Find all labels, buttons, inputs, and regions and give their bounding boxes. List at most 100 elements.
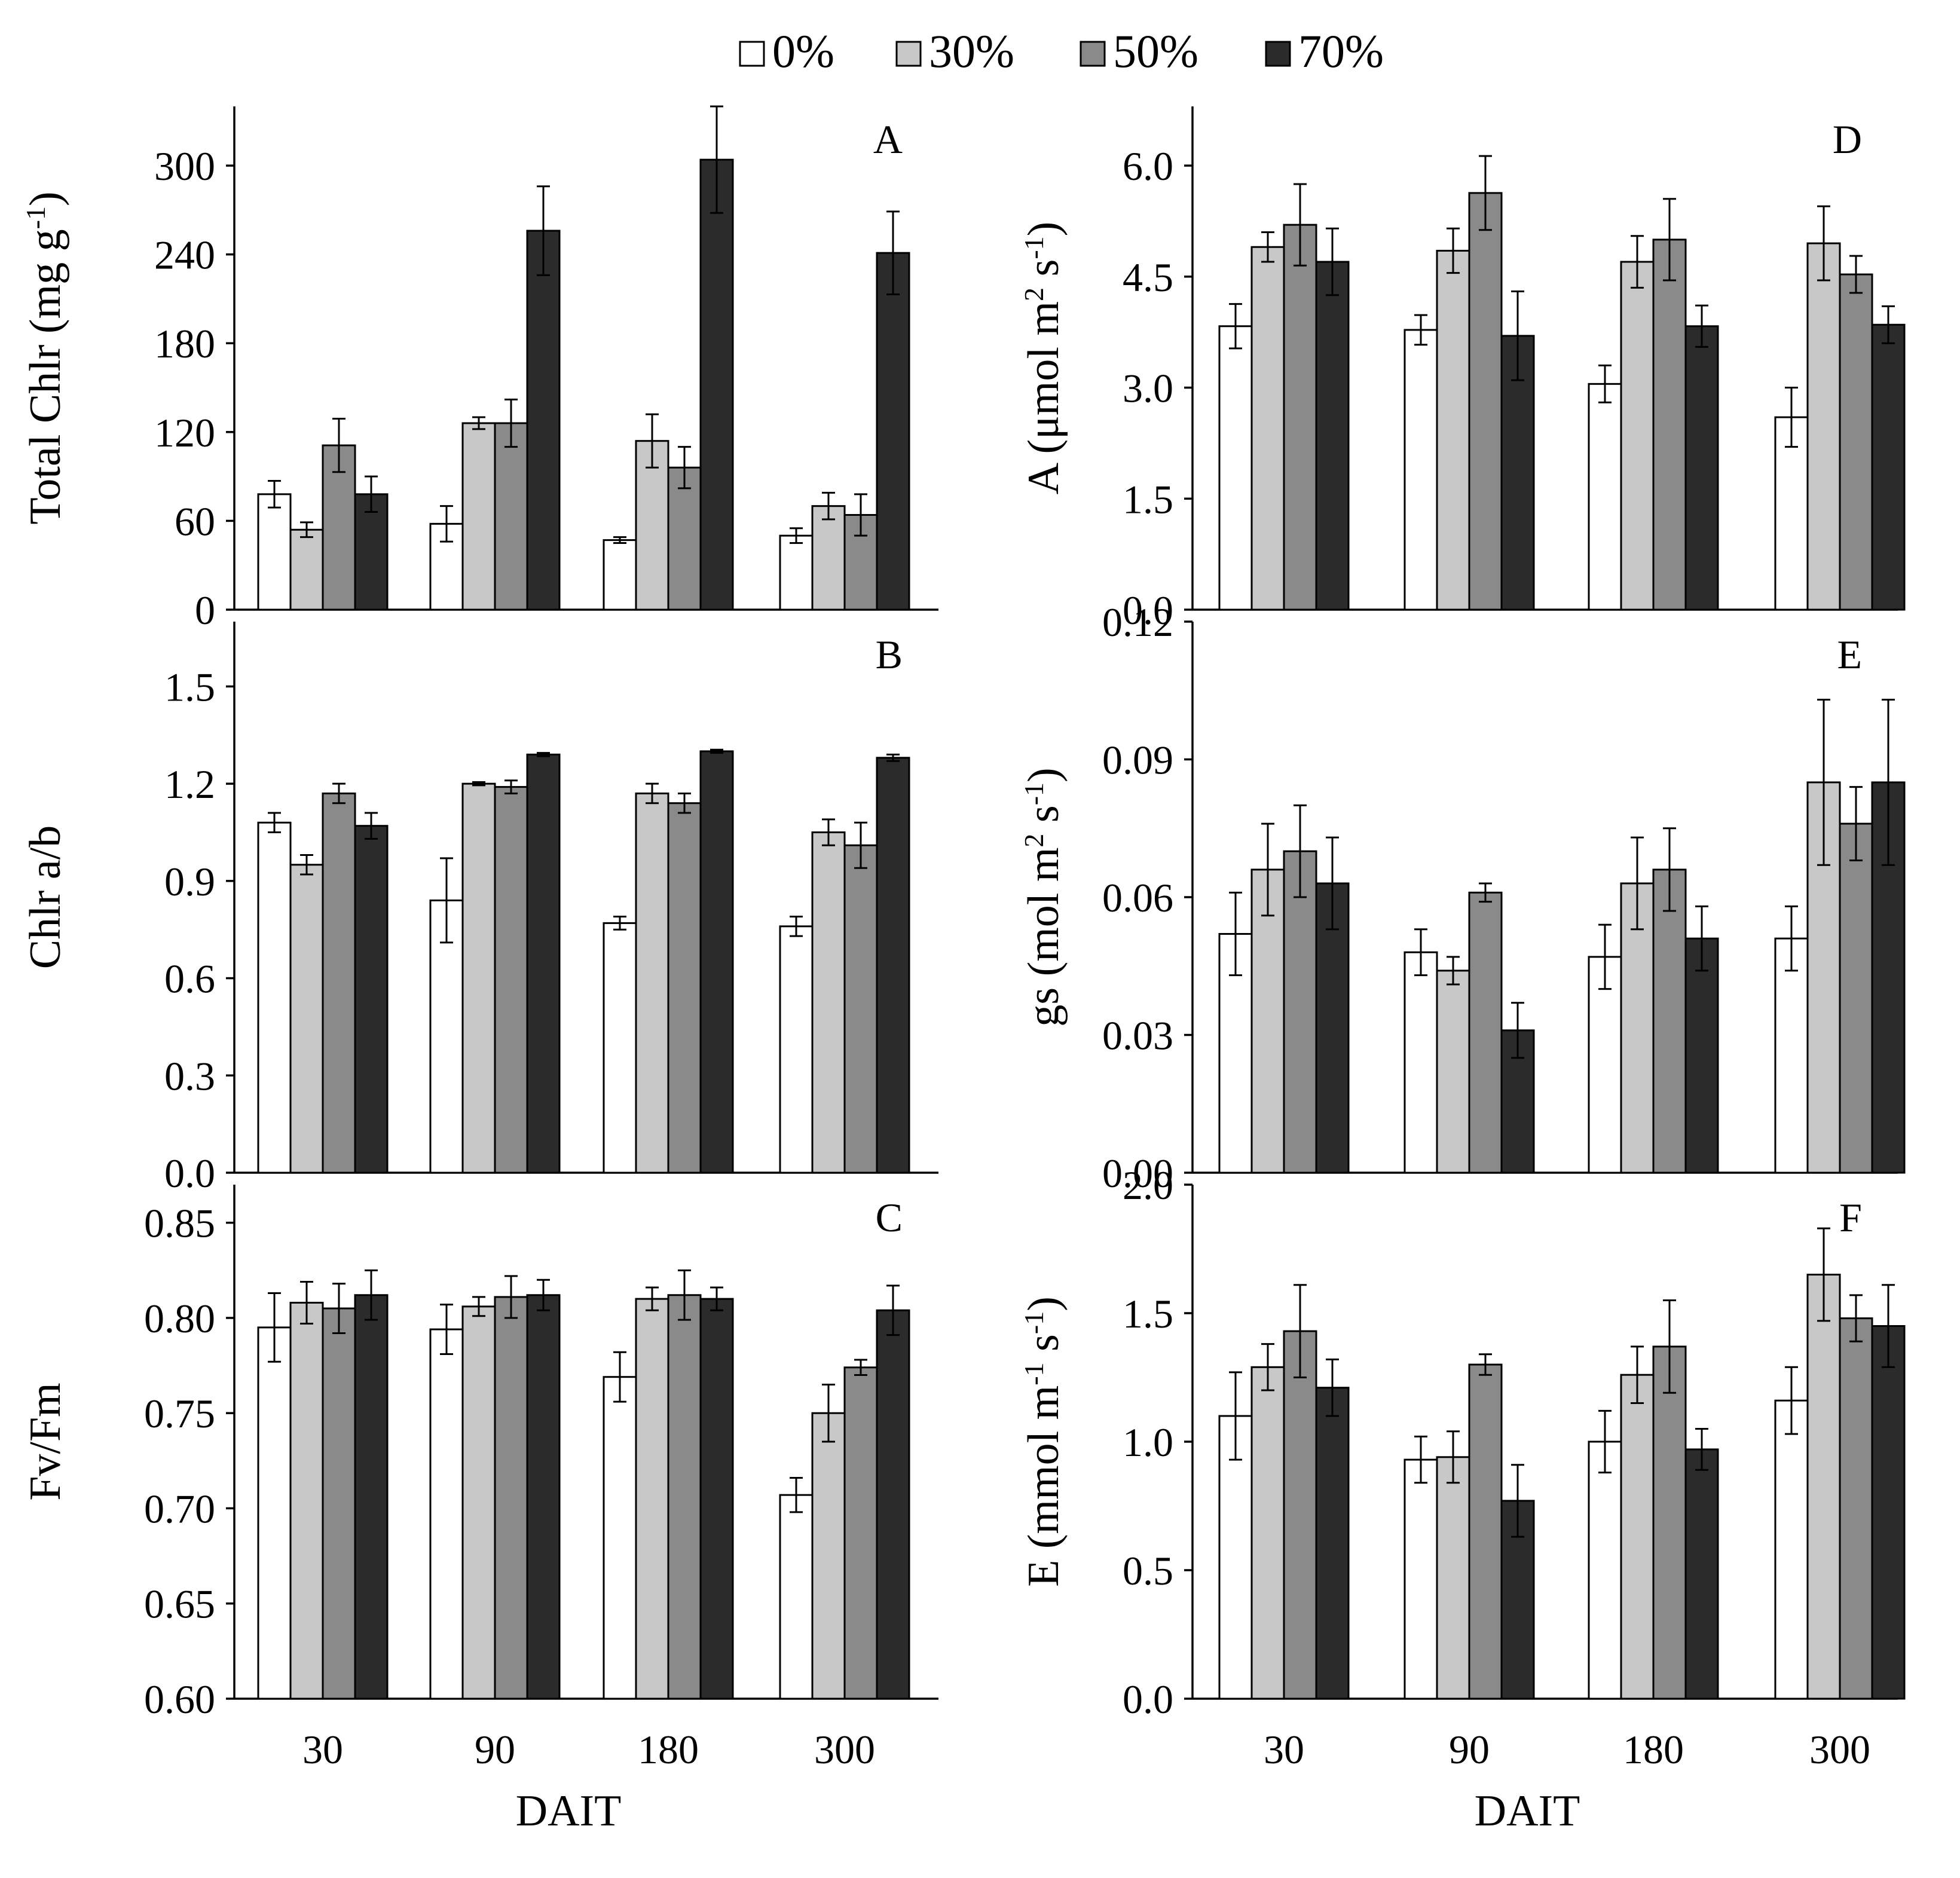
bar-0-180 xyxy=(1588,1440,1622,1700)
bar-50-30 xyxy=(322,1307,356,1700)
y-tick-label: 4.5 xyxy=(1123,255,1173,300)
x-tick-label: 90 xyxy=(475,1727,515,1772)
bar-70-300 xyxy=(876,1309,910,1700)
bar-70-180 xyxy=(1684,937,1719,1174)
y-tick-label: 0.85 xyxy=(144,1201,215,1246)
bar-50-30 xyxy=(322,792,356,1174)
y-tick-label: 0.5 xyxy=(1123,1548,1173,1593)
bar-50-180 xyxy=(667,466,702,611)
bar-0-180 xyxy=(603,1376,637,1700)
y-axis-title: Fv/Fm xyxy=(21,1382,70,1500)
legend-label-70: 70% xyxy=(1298,25,1384,77)
y-tick-label: 0.00 xyxy=(1102,1151,1173,1196)
y-axis-title-part: s xyxy=(1019,259,1068,287)
legend-item-0: 0% xyxy=(739,25,834,77)
bar-70-90 xyxy=(526,230,561,611)
bar-30-300 xyxy=(1806,242,1841,611)
bar-70-300 xyxy=(876,252,910,611)
y-axis-title-part: ) xyxy=(1019,222,1068,237)
y-tick-label: 2.0 xyxy=(1123,1163,1173,1208)
bar-0-300 xyxy=(1774,1399,1809,1700)
legend-swatch-0 xyxy=(739,41,765,67)
y-axis-title-superscript: -1 xyxy=(1019,782,1049,805)
bar-50-90 xyxy=(494,422,528,611)
bar-30-90 xyxy=(461,1305,496,1700)
bar-70-300 xyxy=(876,757,910,1174)
y-tick-label: 0.60 xyxy=(144,1677,215,1722)
bar-0-30 xyxy=(257,821,292,1174)
y-tick-label: 6.0 xyxy=(1123,143,1173,189)
bar-50-300 xyxy=(1839,1317,1873,1700)
panel-f: 0.00.51.01.52.0E (mmol m-1 s-1)F30 90 180 3… xyxy=(1019,1163,1906,1836)
bar-0-90 xyxy=(1404,951,1438,1174)
panel-b: 0.0 0.3 0.6 0.9 1.2 1.5 Chlr a/b B xyxy=(21,622,938,1196)
y-axis-title: Total Chlr (mg g-1) xyxy=(20,191,71,524)
legend-item-30: 30% xyxy=(895,25,1014,77)
y-axis-title-part: ) xyxy=(1019,1296,1068,1311)
x-tick-label: 30 xyxy=(302,1727,343,1772)
y-tick-label: 1.5 xyxy=(1123,1291,1173,1336)
bar-70-30 xyxy=(1315,882,1350,1174)
bar-70-30 xyxy=(1315,261,1350,611)
bar-30-90 xyxy=(1436,969,1470,1174)
y-tick-label: 0.65 xyxy=(144,1582,215,1627)
panel-letter: E xyxy=(1837,632,1862,677)
y-axis-title: Chlr a/b xyxy=(21,825,70,969)
bar-0-180 xyxy=(603,922,637,1174)
bar-50-300 xyxy=(1839,822,1873,1174)
y-tick-label: 1.5 xyxy=(1123,476,1173,522)
y-tick-label: 0.0 xyxy=(1123,1677,1173,1722)
bar-70-180 xyxy=(699,750,734,1174)
y-tick-label: 240 xyxy=(154,233,215,278)
bar-50-180 xyxy=(1652,238,1687,611)
y-axis-title-part: s xyxy=(1019,805,1068,833)
bar-70-30 xyxy=(354,825,389,1174)
bar-70-90 xyxy=(526,753,561,1174)
x-tick-label: 180 xyxy=(638,1727,699,1772)
legend-label-0: 0% xyxy=(772,25,834,77)
bar-0-90 xyxy=(429,899,464,1174)
bar-30-180 xyxy=(1620,882,1655,1174)
bar-70-30 xyxy=(354,1294,389,1700)
panel-letter: A xyxy=(873,117,903,162)
x-tick-label: 90 xyxy=(1449,1727,1490,1772)
bar-0-300 xyxy=(1774,416,1809,611)
bar-50-300 xyxy=(843,844,878,1174)
y-tick-label: 0.9 xyxy=(164,859,215,904)
bar-30-300 xyxy=(811,1412,846,1700)
panel-letter: C xyxy=(876,1195,903,1240)
panel-letter: D xyxy=(1833,117,1862,162)
legend-swatch-50 xyxy=(1080,41,1106,67)
bar-30-30 xyxy=(289,528,324,611)
bar-0-180 xyxy=(603,539,637,611)
x-axis-title: DAIT xyxy=(516,1787,622,1836)
y-axis-title-superscript: 2 xyxy=(1019,287,1049,301)
y-axis-title-superscript: -1 xyxy=(20,206,51,229)
bar-0-90 xyxy=(429,1328,464,1700)
bar-30-30 xyxy=(1250,1366,1285,1700)
y-tick-label: 180 xyxy=(154,321,215,366)
bar-50-30 xyxy=(1283,850,1317,1174)
legend-label-30: 30% xyxy=(929,25,1014,77)
bar-0-300 xyxy=(779,1494,814,1700)
bar-30-300 xyxy=(1806,1274,1841,1700)
bar-30-30 xyxy=(1250,246,1285,611)
bar-0-180 xyxy=(1588,383,1622,611)
bar-50-90 xyxy=(494,1296,528,1700)
y-tick-label: 0.3 xyxy=(164,1053,215,1099)
bar-70-90 xyxy=(1500,1029,1535,1174)
y-tick-label: 0.70 xyxy=(144,1486,215,1531)
bar-30-300 xyxy=(811,505,846,611)
x-tick-label: 180 xyxy=(1623,1727,1684,1772)
bar-70-300 xyxy=(1871,323,1906,611)
y-tick-label: 0.09 xyxy=(1102,738,1173,783)
y-tick-label: 1.0 xyxy=(1123,1420,1173,1465)
y-axis-title-part: Total Chlr (mg g xyxy=(21,229,70,524)
bar-30-90 xyxy=(1436,1456,1470,1700)
y-axis-title-superscript: 2 xyxy=(1019,834,1049,848)
y-axis-title: E (mmol m-1 s-1) xyxy=(1019,1296,1069,1587)
y-axis-title-part: gs (mol m xyxy=(1019,848,1068,1027)
x-tick-label: 30 xyxy=(1264,1727,1304,1772)
y-tick-label: 120 xyxy=(154,410,215,455)
